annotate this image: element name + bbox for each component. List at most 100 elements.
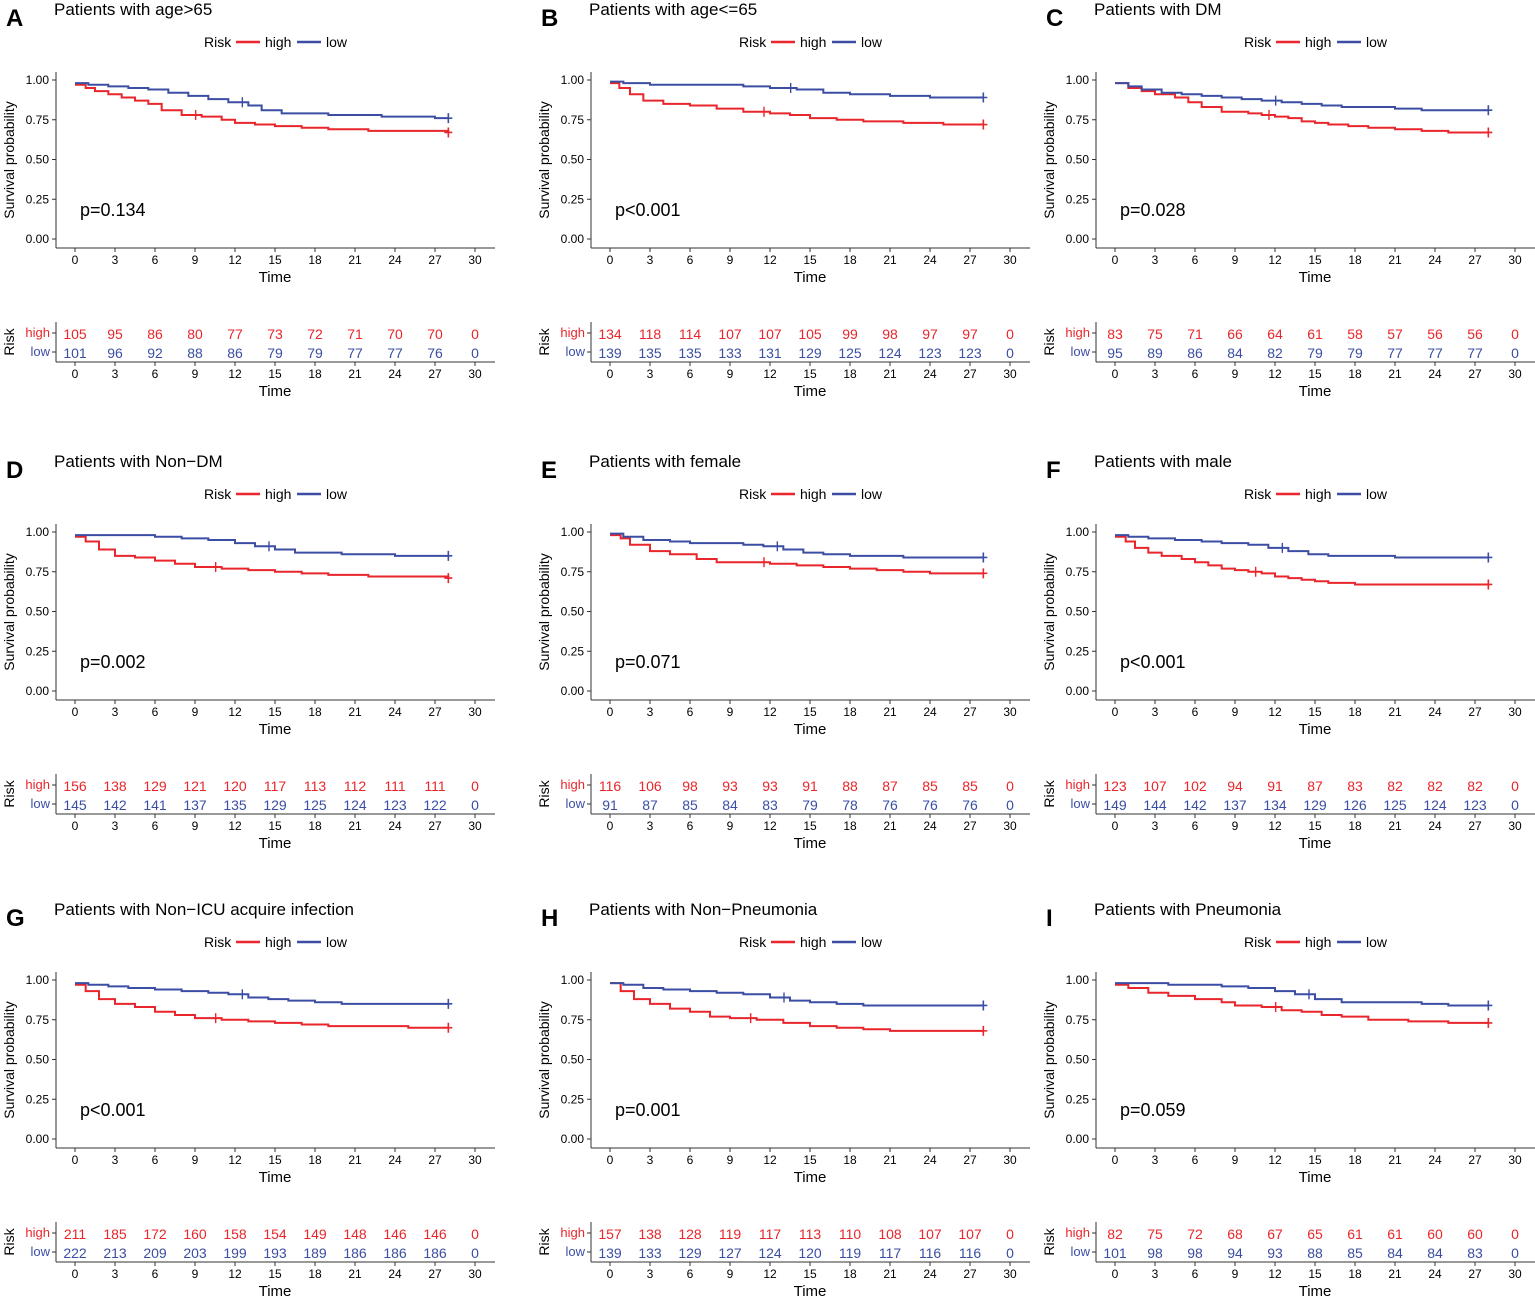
risk-count-high: 148 bbox=[343, 1226, 367, 1242]
x-tick-label: 15 bbox=[803, 1153, 817, 1167]
x-tick-label: 6 bbox=[687, 705, 694, 719]
risk-count-high: 75 bbox=[1147, 326, 1163, 342]
risk-count-high: 82 bbox=[1427, 778, 1443, 794]
risk-count-low: 145 bbox=[63, 797, 87, 813]
risk-count-low: 137 bbox=[1223, 797, 1247, 813]
panel-letter: F bbox=[1046, 457, 1061, 484]
x-tick-label: 0 bbox=[1112, 705, 1119, 719]
curve-low bbox=[1115, 82, 1489, 112]
x-tick-label: 18 bbox=[1348, 705, 1362, 719]
legend-title: Risk bbox=[739, 34, 767, 50]
curve-low bbox=[75, 982, 449, 1005]
risk-count-low: 126 bbox=[1343, 797, 1367, 813]
x-tick-label: 27 bbox=[1468, 1153, 1482, 1167]
y-tick-label: 1.00 bbox=[561, 973, 585, 987]
risk-x-tick-label: 15 bbox=[268, 819, 282, 833]
y-tick-label: 0.75 bbox=[561, 565, 585, 579]
legend-label-low: low bbox=[861, 486, 883, 502]
x-tick-label: 0 bbox=[607, 253, 614, 267]
risk-x-tick-label: 27 bbox=[428, 819, 442, 833]
x-tick-label: 21 bbox=[883, 1153, 897, 1167]
risk-count-low: 213 bbox=[103, 1245, 127, 1261]
risk-count-low: 141 bbox=[143, 797, 167, 813]
risk-count-low: 88 bbox=[187, 345, 203, 361]
risk-count-low: 142 bbox=[103, 797, 127, 813]
risk-count-low: 193 bbox=[263, 1245, 287, 1261]
risk-count-low: 186 bbox=[343, 1245, 367, 1261]
risk-count-low: 124 bbox=[343, 797, 367, 813]
risk-x-tick-label: 27 bbox=[963, 819, 977, 833]
risk-x-tick-label: 24 bbox=[1428, 367, 1442, 381]
y-tick-label: 0.00 bbox=[1066, 1132, 1090, 1146]
risk-count-high: 0 bbox=[1511, 778, 1519, 794]
risk-x-tick-label: 18 bbox=[843, 367, 857, 381]
curve-high bbox=[1115, 535, 1489, 586]
risk-x-axis-label: Time bbox=[794, 1283, 827, 1300]
risk-count-high: 106 bbox=[638, 778, 662, 794]
y-tick-label: 0.00 bbox=[561, 684, 585, 698]
risk-count-low: 76 bbox=[882, 797, 898, 813]
risk-x-tick-label: 27 bbox=[428, 367, 442, 381]
y-tick-label: 0.25 bbox=[561, 1092, 585, 1106]
legend-title: Risk bbox=[1244, 934, 1272, 950]
chart-title: Patients with Non−DM bbox=[54, 452, 223, 471]
risk-count-low: 124 bbox=[878, 345, 902, 361]
risk-count-low: 129 bbox=[798, 345, 822, 361]
risk-table-title: Risk bbox=[1041, 779, 1057, 807]
risk-x-tick-label: 18 bbox=[1348, 367, 1362, 381]
y-tick-label: 0.75 bbox=[26, 113, 50, 127]
y-tick-label: 0.00 bbox=[26, 232, 50, 246]
risk-count-high: 128 bbox=[678, 1226, 702, 1242]
x-tick-label: 12 bbox=[763, 253, 777, 267]
x-tick-label: 24 bbox=[1428, 705, 1442, 719]
chart-title: Patients with DM bbox=[1094, 0, 1222, 19]
risk-row-label-high: high bbox=[25, 777, 50, 792]
risk-count-high: 99 bbox=[842, 326, 858, 342]
x-axis-label: Time bbox=[259, 1169, 292, 1186]
y-axis-label: Survival probability bbox=[536, 1001, 552, 1119]
x-tick-label: 15 bbox=[1308, 253, 1322, 267]
risk-count-high: 88 bbox=[842, 778, 858, 794]
risk-count-low: 222 bbox=[63, 1245, 87, 1261]
risk-count-high: 75 bbox=[1147, 1226, 1163, 1242]
risk-count-high: 172 bbox=[143, 1226, 167, 1242]
risk-count-high: 112 bbox=[344, 778, 367, 794]
x-tick-label: 3 bbox=[112, 1153, 119, 1167]
risk-row-label-high: high bbox=[560, 325, 585, 340]
risk-count-high: 0 bbox=[1006, 326, 1014, 342]
risk-x-tick-label: 30 bbox=[1003, 819, 1017, 833]
risk-count-high: 111 bbox=[424, 778, 445, 794]
risk-x-tick-label: 0 bbox=[607, 1267, 614, 1281]
risk-x-tick-label: 3 bbox=[647, 819, 654, 833]
risk-x-tick-label: 9 bbox=[727, 1267, 734, 1281]
panel-letter: E bbox=[541, 457, 557, 484]
risk-x-tick-label: 9 bbox=[727, 819, 734, 833]
y-tick-label: 0.00 bbox=[26, 684, 50, 698]
risk-x-tick-label: 12 bbox=[1268, 819, 1282, 833]
y-tick-label: 0.50 bbox=[1066, 1053, 1090, 1067]
risk-count-low: 76 bbox=[922, 797, 938, 813]
x-tick-label: 18 bbox=[308, 1153, 322, 1167]
risk-count-high: 87 bbox=[1307, 778, 1323, 794]
censor-mark-low bbox=[979, 552, 988, 563]
risk-count-high: 0 bbox=[1006, 1226, 1014, 1242]
x-tick-label: 18 bbox=[308, 253, 322, 267]
x-axis-label: Time bbox=[794, 721, 827, 738]
y-tick-label: 0.00 bbox=[26, 1132, 50, 1146]
p-value: p<0.001 bbox=[80, 1100, 146, 1120]
legend-label-high: high bbox=[1305, 486, 1331, 502]
risk-x-tick-label: 27 bbox=[1468, 819, 1482, 833]
risk-count-high: 82 bbox=[1107, 1226, 1123, 1242]
y-tick-label: 0.00 bbox=[561, 232, 585, 246]
x-tick-label: 12 bbox=[228, 1153, 242, 1167]
panel-letter: H bbox=[541, 905, 558, 932]
legend-label-low: low bbox=[326, 486, 348, 502]
risk-count-high: 87 bbox=[882, 778, 898, 794]
risk-x-tick-label: 18 bbox=[308, 819, 322, 833]
risk-x-tick-label: 12 bbox=[763, 819, 777, 833]
risk-count-high: 108 bbox=[878, 1226, 902, 1242]
risk-row-label-low: low bbox=[30, 1244, 50, 1259]
risk-x-tick-label: 12 bbox=[228, 367, 242, 381]
risk-count-high: 107 bbox=[958, 1226, 982, 1242]
risk-count-low: 79 bbox=[1347, 345, 1363, 361]
